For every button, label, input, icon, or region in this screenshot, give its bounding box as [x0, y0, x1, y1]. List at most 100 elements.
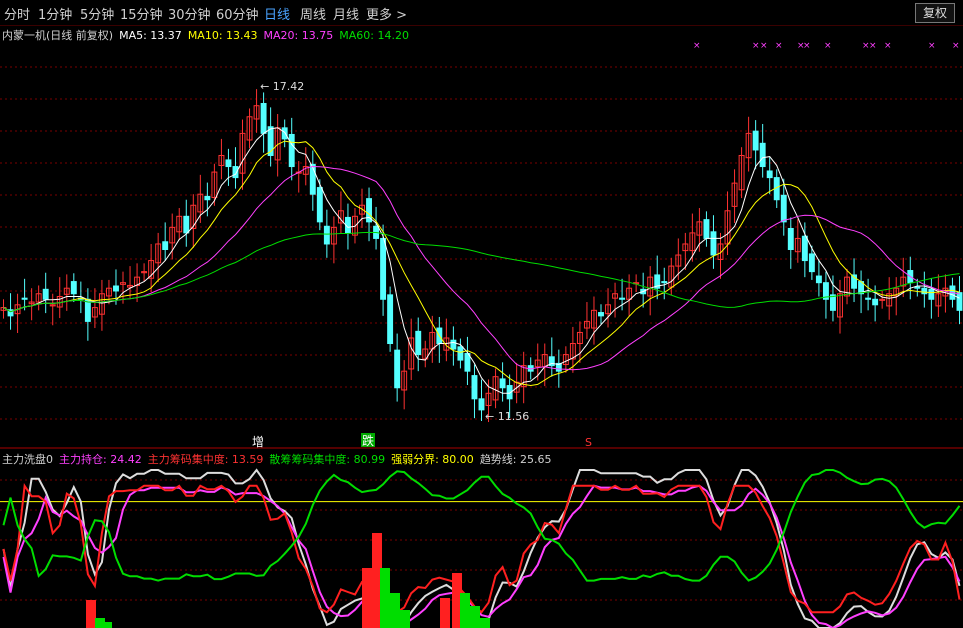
candle-body [534, 359, 541, 368]
candle-body [654, 274, 661, 289]
restore-rights-button[interactable]: 复权 [915, 3, 955, 23]
candle-body [851, 274, 858, 289]
candle-body [113, 285, 119, 292]
candle-body [415, 330, 422, 356]
candle-body [513, 381, 520, 393]
histogram-bar [372, 533, 382, 628]
x-marker: × [952, 41, 960, 51]
tab-7[interactable]: 周线 [300, 8, 327, 23]
candle-body [91, 307, 98, 318]
candle-body [626, 287, 633, 300]
trend-line [2, 468, 961, 628]
retail-concentration-label: 散筹筹码集中度: 80.99 [269, 453, 386, 466]
retail-concentration-line [2, 469, 961, 582]
candle-body [457, 346, 464, 361]
candle-body [422, 348, 429, 360]
candle-body [710, 231, 717, 256]
candle-body [478, 398, 485, 411]
candle-body [394, 349, 401, 389]
kline-chart[interactable]: ← 17.42← 11.56增跌 S× × × × ×× × × × × × × [0, 25, 963, 628]
ma10-label: MA10: 13.43 [187, 29, 258, 42]
candle-body [443, 337, 450, 351]
candle-body [520, 365, 527, 388]
histogram-bar [390, 593, 400, 628]
candle-body [865, 297, 872, 300]
candle-body [605, 304, 611, 315]
trend-line-label: 趋势线: 25.65 [479, 453, 552, 466]
candle-body [366, 198, 372, 223]
candle-body [98, 293, 105, 315]
histogram-bar [452, 573, 462, 628]
candle-body [302, 166, 309, 175]
tab-6[interactable]: 日线 [264, 8, 291, 23]
candle-body [837, 293, 843, 318]
candle-body [696, 221, 703, 236]
candle-body [127, 284, 134, 288]
candle-body [612, 293, 619, 299]
main-position-line [2, 484, 961, 628]
candle-body [900, 276, 907, 287]
candle-body [591, 309, 597, 329]
candle-body [886, 293, 893, 307]
main-legend: 内蒙一机(日线 前复权) MA5: 13.37 MA10: 13.43 MA20: 1… [2, 27, 415, 43]
candle-body [780, 194, 787, 223]
tab-8[interactable]: 月线 [333, 8, 360, 23]
histogram-bar [400, 610, 410, 628]
candle-body [450, 339, 457, 350]
low-label: ← 11.56 [485, 410, 529, 423]
tab-4[interactable]: 30分钟 [168, 8, 211, 23]
candle-body [309, 163, 316, 195]
candle-body [914, 286, 921, 289]
histogram-bar [470, 606, 480, 628]
tab-9[interactable]: 更多 > [366, 8, 408, 23]
candle-body [225, 159, 232, 168]
candle-body [232, 166, 239, 179]
candle-body [935, 293, 942, 307]
candle-body [197, 193, 204, 213]
candle-body [555, 362, 562, 372]
candle-body [288, 133, 295, 168]
candle-body [724, 210, 731, 245]
candle-body [380, 237, 387, 300]
s-marker: S [585, 436, 592, 449]
candle-body [598, 312, 604, 317]
candle-body [619, 297, 626, 300]
x-marker: × [797, 41, 805, 51]
candle-body [359, 204, 365, 215]
x-marker: × [862, 41, 870, 51]
candle-body [316, 187, 323, 223]
candle-body [260, 103, 267, 134]
die-marker-bg [361, 433, 375, 447]
candle-body [281, 127, 288, 140]
candle-body [70, 281, 77, 295]
tab-3[interactable]: 15分钟 [120, 8, 163, 23]
candle-body [218, 154, 225, 166]
candle-body [717, 243, 724, 260]
candle-body [190, 204, 197, 229]
candle-body [330, 226, 337, 245]
tab-5[interactable]: 60分钟 [216, 8, 259, 23]
x-marker: × [693, 41, 701, 51]
candle-body [822, 282, 829, 300]
candle-body [576, 331, 583, 345]
candle-body [738, 154, 745, 191]
tab-0[interactable]: 分时 [4, 8, 31, 23]
candle-body [387, 294, 394, 345]
candle-body [731, 182, 738, 207]
ma20-line [3, 165, 960, 371]
candle-body [808, 253, 815, 273]
candle-body [506, 385, 513, 400]
candle-body [548, 356, 555, 367]
histogram-bar [102, 622, 112, 628]
ma10-line [3, 140, 960, 387]
candle-body [647, 276, 654, 297]
main-position-label: 主力持仓: 24.42 [59, 453, 142, 466]
tab-2[interactable]: 5分钟 [80, 8, 115, 23]
candle-body [267, 126, 274, 156]
candle-body [583, 320, 590, 329]
candle-body [499, 378, 506, 389]
main-concentration-label: 主力筹码集中度: 13.59 [147, 453, 264, 466]
candle-body [787, 227, 794, 250]
tab-1[interactable]: 1分钟 [38, 8, 73, 23]
candle-body [148, 260, 155, 279]
